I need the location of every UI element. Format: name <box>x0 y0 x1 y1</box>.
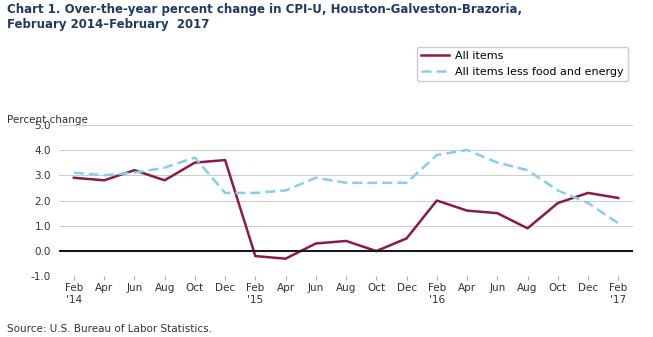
Text: Chart 1. Over-the-year percent change in CPI-U, Houston-Galveston-Brazoria,
Febr: Chart 1. Over-the-year percent change in… <box>7 3 522 31</box>
Text: Percent change: Percent change <box>7 115 88 125</box>
Text: Source: U.S. Bureau of Labor Statistics.: Source: U.S. Bureau of Labor Statistics. <box>7 324 212 334</box>
Legend: All items, All items less food and energy: All items, All items less food and energ… <box>417 47 628 81</box>
